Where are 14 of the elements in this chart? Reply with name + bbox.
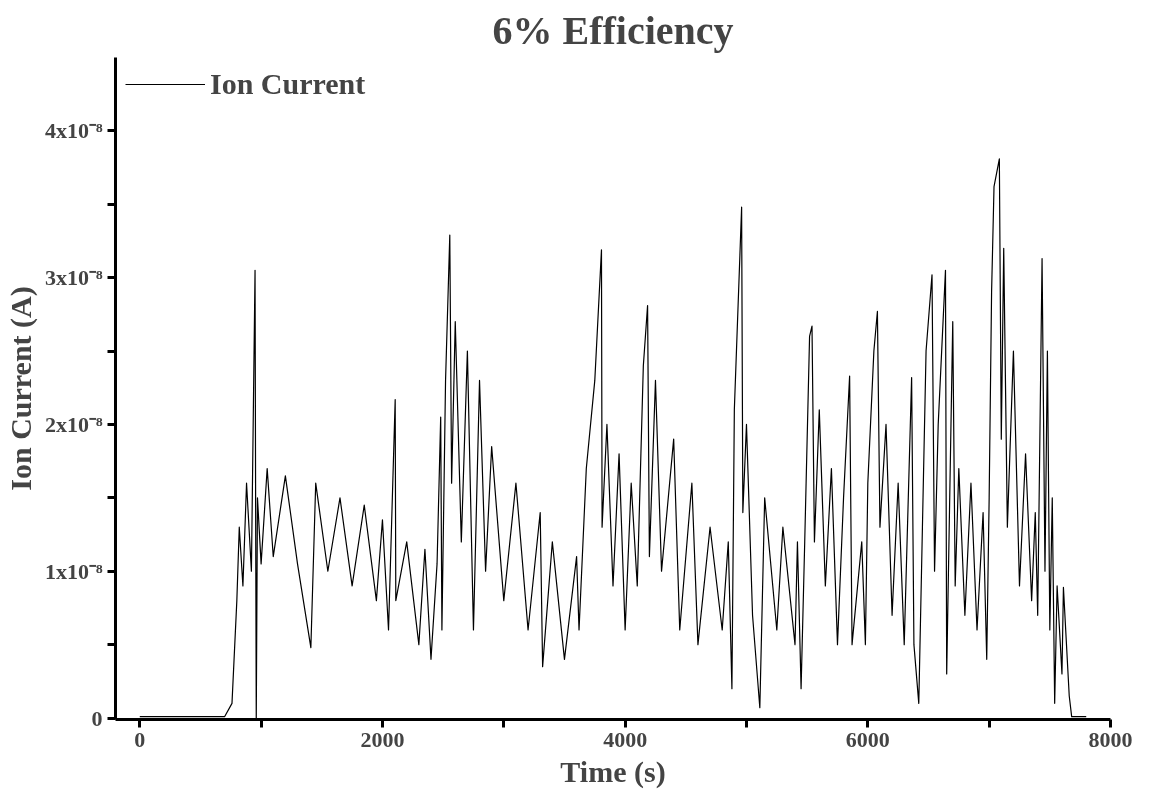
legend-label: Ion Current bbox=[210, 67, 366, 101]
chart-title: 6% Efficiency bbox=[492, 7, 734, 53]
y-tick-label: 4x10⁻⁸ bbox=[44, 118, 103, 144]
x-axis-title: Time (s) bbox=[560, 754, 666, 789]
y-axis-title: Ion Current (A) bbox=[3, 286, 38, 491]
x-tick-label: 6000 bbox=[845, 726, 890, 752]
x-tick-label: 8000 bbox=[1088, 726, 1133, 752]
y-tick-label: 2x10⁻⁸ bbox=[44, 411, 103, 437]
y-tick-label: 0 bbox=[91, 705, 103, 731]
y-tick-label: 3x10⁻⁸ bbox=[44, 265, 103, 291]
y-tick-label: 1x10⁻⁸ bbox=[44, 558, 103, 584]
x-tick-label: 2000 bbox=[360, 726, 405, 752]
x-tick-label: 0 bbox=[134, 726, 146, 752]
x-tick-label: 4000 bbox=[603, 726, 648, 752]
